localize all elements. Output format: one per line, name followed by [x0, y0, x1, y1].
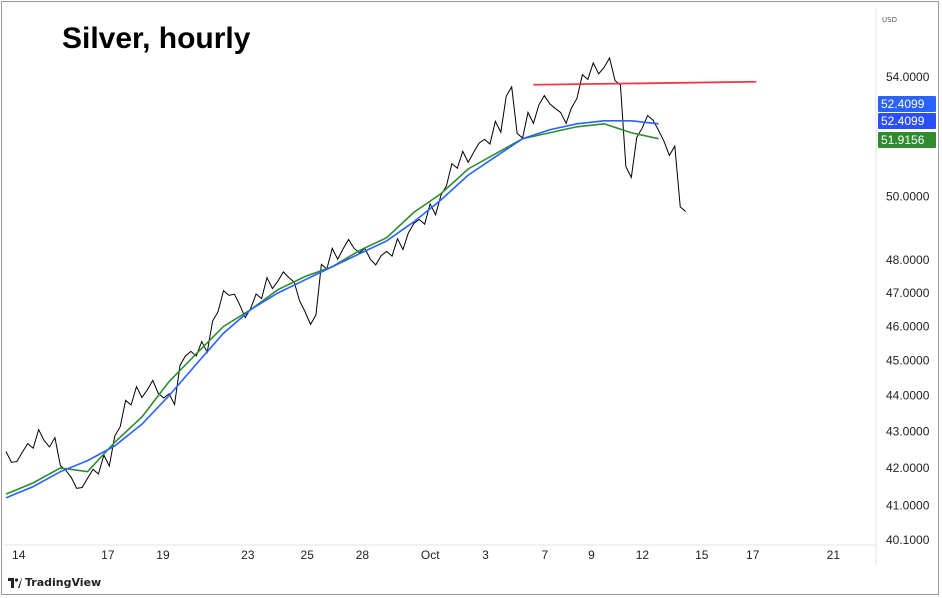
y-tick-label: 50.0000: [886, 190, 930, 204]
ma-fast-series: [5, 122, 659, 495]
x-tick-label: 23: [241, 548, 255, 562]
brand-name: TradingView: [25, 576, 102, 589]
grid-layer: [4, 8, 877, 565]
ma-slow-series: [5, 120, 659, 499]
price-badge-box: [878, 113, 936, 129]
price-badge-box: [878, 96, 936, 112]
x-tick-label: 9: [588, 548, 595, 562]
currency-label: USD: [882, 16, 897, 24]
x-tick-label: Oct: [421, 548, 440, 562]
tradingview-logo-icon: [8, 577, 22, 588]
y-tick-label: 54.0000: [886, 70, 930, 84]
x-tick-label: 21: [827, 548, 841, 562]
y-tick-label: 46.0000: [886, 319, 930, 333]
price-badge-text: 52.4099: [881, 97, 925, 111]
x-tick-label: 17: [101, 548, 115, 562]
x-tick-label: 3: [482, 548, 489, 562]
y-tick-label: 45.0000: [886, 354, 930, 368]
x-tick-label: 17: [746, 548, 760, 562]
x-tick-label: 19: [156, 548, 170, 562]
x-tick-label: 14: [12, 548, 26, 562]
price-badge: 52.4099: [878, 96, 936, 112]
x-tick-label: 28: [356, 548, 370, 562]
series-layer: [5, 56, 757, 499]
y-tick-label: 40.1000: [886, 533, 930, 547]
x-tick-label: 15: [695, 548, 709, 562]
y-tick-label: 47.0000: [886, 286, 930, 300]
price-badge-box: [878, 132, 936, 148]
x-tick-label: 12: [636, 548, 650, 562]
price-badge-text: 51.9156: [881, 133, 925, 147]
price-badge-text: 52.4099: [881, 114, 925, 128]
price-series: [5, 56, 687, 489]
price-label-layer: 52.4099 52.4099 51.9156: [878, 96, 936, 148]
y-tick-label: 42.0000: [886, 461, 930, 475]
price-badge: 52.4099: [878, 113, 936, 129]
price-badge: 51.9156: [878, 132, 936, 148]
x-tick-label: 25: [301, 548, 315, 562]
tradingview-brand[interactable]: TradingView: [8, 576, 101, 589]
y-tick-label: 41.0000: [886, 498, 930, 512]
x-tick-label: 7: [541, 548, 548, 562]
axis-layer: 40.1000 41.0000 42.0000 43.0000 44.0000 45.00…: [12, 70, 930, 562]
y-tick-label: 44.0000: [886, 389, 930, 403]
resistance-line: [533, 80, 757, 86]
y-tick-label: 43.0000: [886, 424, 930, 438]
chart-title: Silver, hourly: [62, 22, 251, 55]
y-tick-label: 48.0000: [886, 253, 930, 267]
